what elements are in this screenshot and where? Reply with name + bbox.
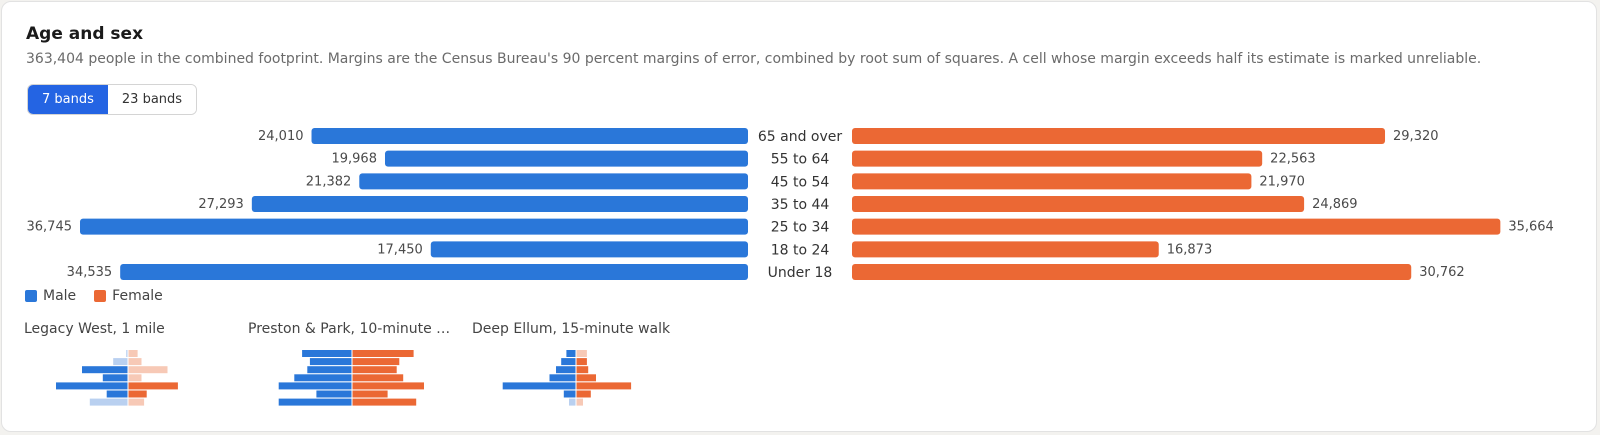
mini-male-bar [569,398,576,406]
mini-female-bar [576,358,587,366]
male-bar [80,218,748,235]
age-category-label: Under 18 [768,265,833,281]
mini-female-bar [352,398,417,406]
male-value-label: 27,293 [198,197,244,212]
mini-female-bar [128,374,142,382]
mini-female-bar [352,374,404,382]
mini-male-bar [556,366,576,374]
legend-female-label: Female [112,288,163,304]
female-bar [852,128,1386,144]
mini-male-bar [302,350,352,357]
female-value-label: 29,320 [1393,129,1439,144]
mini-female-bar [352,390,388,398]
legend-male-label: Male [43,288,77,304]
mini-male-bar [294,374,352,382]
female-bar [852,196,1305,213]
female-value-label: 22,563 [1270,152,1316,167]
age-category-label: 18 to 24 [771,242,830,258]
mini-male-bar [316,390,352,398]
mini-female-bar [128,366,168,374]
mini-title-preston-park: Preston & Park, 10-minute walk [248,321,458,337]
female-value-label: 30,762 [1419,265,1465,280]
female-value-label: 16,873 [1167,242,1213,257]
mini-male-bar [307,366,352,374]
legend-female-swatch [94,290,107,302]
mini-female-bar [576,398,583,406]
mini-male-bar [126,350,128,357]
male-bar [251,196,748,213]
age-category-label: 35 to 44 [771,197,830,213]
male-value-label: 21,382 [306,174,352,189]
mini-female-bar [128,358,142,366]
mini-male-bar [563,390,576,398]
male-bar [120,264,749,281]
band-toggle-23[interactable]: 23 bands [107,85,197,114]
age-category-label: 45 to 54 [771,174,830,190]
mini-female-bar [352,350,414,357]
female-bar [852,150,1263,167]
mini-female-bar [352,382,424,390]
mini-male-bar [82,366,128,374]
mini-male-bar [278,382,352,390]
mini-female-bar [128,382,178,390]
mini-female-bar [576,350,587,357]
male-bar [430,241,748,258]
female-bar [852,218,1501,235]
female-value-label: 21,970 [1259,174,1305,189]
male-bar [359,173,748,190]
age-category-label: 55 to 64 [771,152,830,168]
mini-female-bar [128,390,147,398]
card-subtitle: 363,404 people in the combined footprint… [26,51,1482,67]
age-category-label: 65 and over [758,129,843,145]
mini-male-bar [113,358,128,366]
male-value-label: 24,010 [258,129,304,144]
male-value-label: 17,450 [377,242,423,257]
age-category-label: 25 to 34 [771,220,830,236]
mini-male-bar [502,382,576,390]
female-value-label: 24,869 [1312,197,1358,212]
male-bar [311,128,748,144]
male-value-label: 36,745 [27,220,73,235]
mini-male-bar [309,358,352,366]
female-value-label: 35,664 [1508,220,1554,235]
band-toggle-7[interactable]: 7 bands [28,85,108,114]
mini-female-bar [352,358,400,366]
male-bar [384,150,748,167]
female-bar [852,264,1412,281]
mini-female-bar [128,398,145,406]
mini-male-bar [566,350,576,357]
mini-female-bar [576,382,632,390]
mini-male-bar [56,382,128,390]
mini-male-bar [278,398,352,406]
mini-female-bar [576,390,591,398]
mini-male-bar [549,374,576,382]
female-bar [852,241,1159,258]
mini-female-bar [576,366,589,374]
mini-female-bar [128,350,138,357]
mini-female-bar [352,366,397,374]
mini-male-bar [561,358,576,366]
mini-male-bar [106,390,128,398]
mini-male-bar [102,374,128,382]
card-title: Age and sex [26,24,144,44]
legend-male-swatch [25,290,37,302]
mini-male-bar [89,398,128,406]
female-bar [852,173,1252,190]
male-value-label: 19,968 [331,152,377,167]
chart-legend: Male Female [25,288,163,304]
band-toggle: 7 bands 23 bands [27,84,198,115]
male-value-label: 34,535 [67,265,113,280]
mini-title-deep-ellum: Deep Ellum, 15-minute walk [472,321,671,337]
mini-female-bar [576,374,596,382]
mini-title-legacy-west: Legacy West, 1 mile [24,321,165,337]
